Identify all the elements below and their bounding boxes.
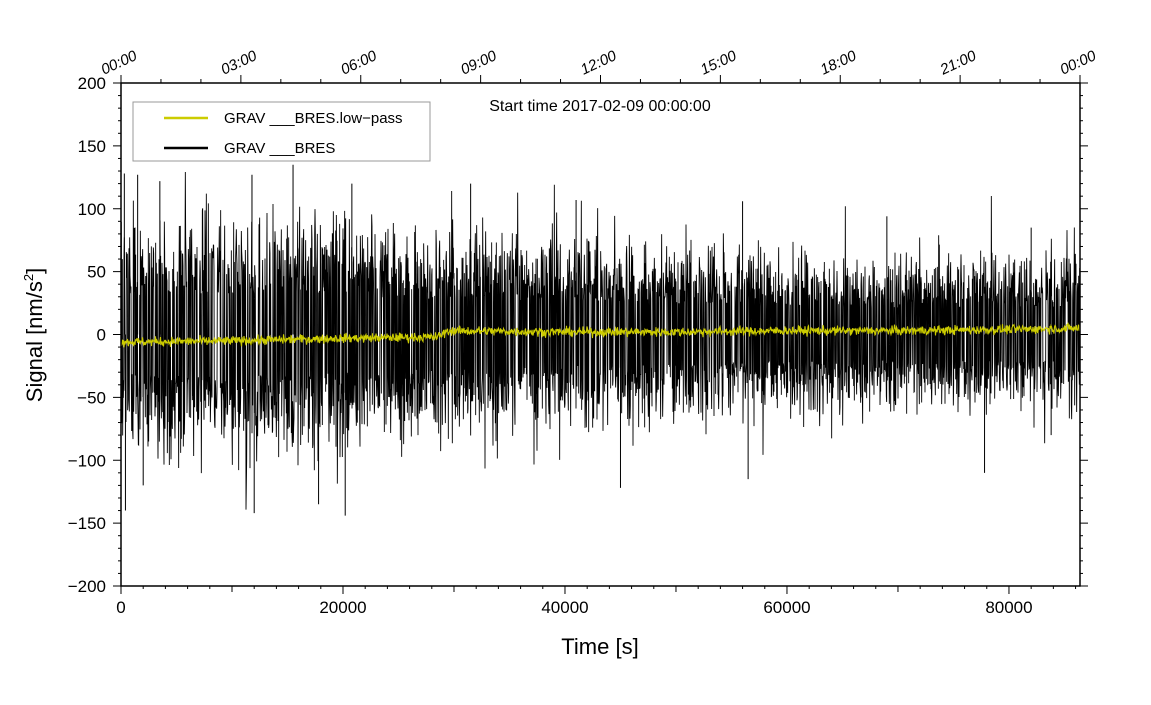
x-axis-ticks: 0 20000 40000 60000 80000 [116,586,1077,617]
y-tick-label: −150 [68,514,106,533]
y-tick-label: 50 [87,263,106,282]
y-tick-label: 0 [97,326,106,345]
x-tick-label: 0 [116,598,125,617]
x-tick-label: 20000 [319,598,366,617]
legend-box [132,101,431,162]
start-time-annotation: Start time 2017-02-09 00:00:00 [489,98,711,115]
x-tick-label: 40000 [541,598,588,617]
y-axis-ticks: 200 150 100 50 0 −50 −100 −150 −200 [68,74,1088,596]
y-tick-label: −50 [77,388,106,407]
y-tick-label: 200 [78,74,106,93]
y-tick-label: 100 [78,200,106,219]
legend-label-lowpass: GRAV ___BRES.low−pass [224,110,403,127]
x-tick-label: 60000 [763,598,810,617]
series-grav-bres [120,164,1081,516]
legend: GRAV ___BRES.low−pass GRAV ___BRES [132,101,431,162]
y-tick-label: −100 [68,451,106,470]
x-tick-label: 80000 [985,598,1032,617]
legend-label-raw: GRAV ___BRES [224,140,335,157]
y-axis-title: Signal [nm/s2] [21,268,47,402]
y-tick-label: 150 [78,137,106,156]
plot-area [120,164,1081,516]
x-axis-title: Time [s] [561,634,638,659]
series-grav-bres-lowpass [120,322,1081,348]
y-tick-label: −200 [68,577,106,596]
series-line-grav-bres-lowpass [120,322,1081,348]
series-line-grav-bres [120,171,1081,510]
